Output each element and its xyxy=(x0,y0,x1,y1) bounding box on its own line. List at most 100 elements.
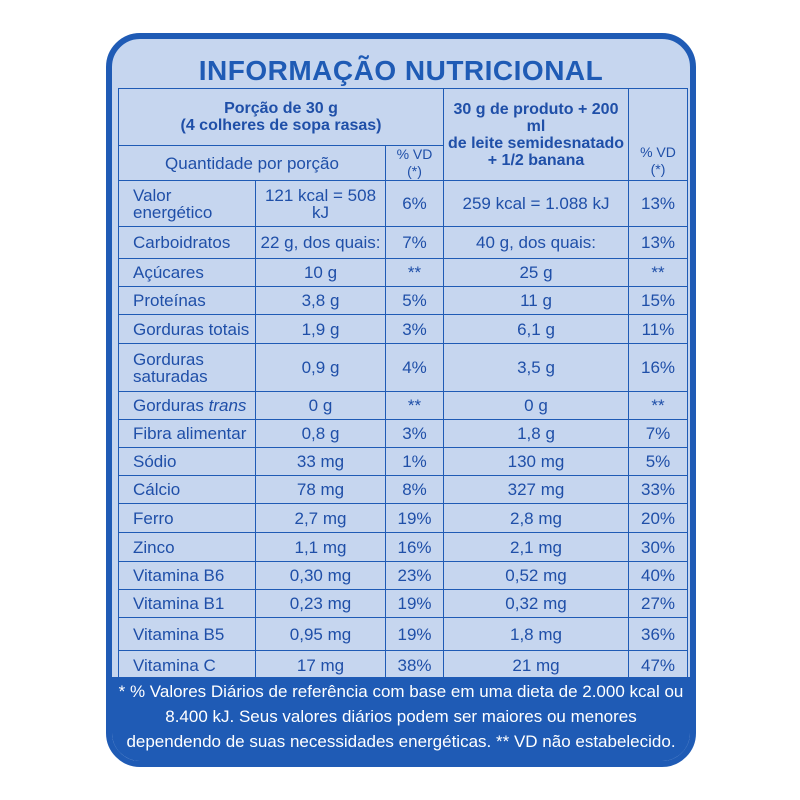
nutrient-cell: Sódio xyxy=(118,447,256,476)
portion-vd-cell: 3% xyxy=(385,419,444,448)
mixed-cell: 11 g xyxy=(443,286,629,315)
nutrient-cell: Açúcares xyxy=(118,258,256,287)
mixed-vd-cell: ** xyxy=(628,391,688,420)
portion-vd-cell: 38% xyxy=(385,650,444,681)
portion-vd-cell: 19% xyxy=(385,617,444,651)
mixed-vd-cell: 36% xyxy=(628,617,688,651)
mixed-vd-cell: 16% xyxy=(628,343,688,392)
nutrient-row: Valor energético 121 kcal = 508 kJ 6% 259 k… xyxy=(118,180,688,227)
nutrient-row: Zinco 1,1 mg 16% 2,1 mg 30% xyxy=(118,532,688,562)
mixed-vd-cell: 5% xyxy=(628,447,688,476)
nutrient-row: Açúcares 10 g ** 25 g ** xyxy=(118,258,688,287)
mixed-cell: 1,8 mg xyxy=(443,617,629,651)
portion-vd-cell: 1% xyxy=(385,447,444,476)
portion-cell: 10 g xyxy=(255,258,386,287)
mixed-cell: 0,32 mg xyxy=(443,589,629,618)
portion-vd-cell: 19% xyxy=(385,589,444,618)
mixed-vd-cell: 40% xyxy=(628,561,688,590)
nutrient-row: Ferro 2,7 mg 19% 2,8 mg 20% xyxy=(118,503,688,533)
portion-cell: 33 mg xyxy=(255,447,386,476)
nutrient-cell: Valor energético xyxy=(118,180,256,227)
portion-cell: 121 kcal = 508 kJ xyxy=(255,180,386,227)
mixed-vd-cell: ** xyxy=(628,258,688,287)
nutrient-name: Açúcares xyxy=(133,263,204,282)
portion-vd-header: % VD (*) xyxy=(385,145,444,181)
nutrient-name: Valor energético xyxy=(133,185,213,222)
nutrient-row: Sódio 33 mg 1% 130 mg 5% xyxy=(118,447,688,476)
header-row: Porção de 30 g (4 colheres de sopa rasas… xyxy=(118,88,688,181)
nutrient-name: Gorduras xyxy=(133,396,204,415)
mixed-cell: 25 g xyxy=(443,258,629,287)
nutrient-name: Sódio xyxy=(133,452,177,471)
mixed-cell: 21 mg xyxy=(443,650,629,681)
mixed-cell: 1,8 g xyxy=(443,419,629,448)
mixed-vd-cell: 13% xyxy=(628,226,688,259)
nutrient-cell: Vitamina B5 xyxy=(118,617,256,651)
mixed-vd-cell: 15% xyxy=(628,286,688,315)
nutrient-name: Gorduras saturadas xyxy=(133,349,208,386)
portion-cell: 3,8 g xyxy=(255,286,386,315)
mixed-cell: 327 mg xyxy=(443,475,629,504)
nutrient-cell: Ferro xyxy=(118,503,256,533)
portion-cell: 78 mg xyxy=(255,475,386,504)
nutrient-cell: Vitamina B1 xyxy=(118,589,256,618)
nutrient-name: Carboidratos xyxy=(133,233,231,252)
nutrient-cell: Vitamina B6 xyxy=(118,561,256,590)
nutrient-name: Ferro xyxy=(133,508,174,528)
portion-vd-cell: 3% xyxy=(385,314,444,344)
header-row: Quantidade por porção % VD (*) xyxy=(118,145,688,181)
mixed-cell: 2,8 mg xyxy=(443,503,629,533)
mixed-cell: 0 g xyxy=(443,391,629,420)
mixed-cell: 40 g, dos quais: xyxy=(443,226,629,259)
nutrient-row: Fibra alimentar 0,8 g 3% 1,8 g 7% xyxy=(118,419,688,448)
portion-vd-cell: 23% xyxy=(385,561,444,590)
nutrient-row: Proteínas 3,8 g 5% 11 g 15% xyxy=(118,286,688,315)
nutrient-name: Vitamina B6 xyxy=(133,566,225,585)
nutrition-table: Porção de 30 g (4 colheres de sopa rasas… xyxy=(118,88,688,681)
portion-cell: 2,7 mg xyxy=(255,503,386,533)
mixed-cell: 130 mg xyxy=(443,447,629,476)
nutrient-cell: Cálcio xyxy=(118,475,256,504)
portion-vd-cell: 6% xyxy=(385,180,444,227)
nutrition-card: INFORMAÇÃO NUTRICIONAL Porção de 30 g (4… xyxy=(106,33,696,767)
nutrient-row: Vitamina C 17 mg 38% 21 mg 47% xyxy=(118,650,688,681)
portion-cell: 0 g xyxy=(255,391,386,420)
portion-cell: 1,1 mg xyxy=(255,532,386,562)
mixed-vd-cell: 20% xyxy=(628,503,688,533)
mixed-vd-cell: 13% xyxy=(628,180,688,227)
mixed-vd-cell: 11% xyxy=(628,314,688,344)
portion-vd-cell: 8% xyxy=(385,475,444,504)
title: INFORMAÇÃO NUTRICIONAL xyxy=(198,55,604,86)
nutrient-cell: Fibra alimentar xyxy=(118,419,256,448)
mixed-vd-cell: 27% xyxy=(628,589,688,618)
nutrient-row: Cálcio 78 mg 8% 327 mg 33% xyxy=(118,475,688,504)
portion-header: Porção de 30 g (4 colheres de sopa rasas… xyxy=(118,88,444,146)
nutrient-name: Vitamina B1 xyxy=(133,594,225,613)
nutrient-row: Vitamina B5 0,95 mg 19% 1,8 mg 36% xyxy=(118,617,688,651)
nutrient-cell: Vitamina C xyxy=(118,650,256,681)
quantity-header: Quantidade por porção xyxy=(118,145,386,181)
mixed-cell: 3,5 g xyxy=(443,343,629,392)
portion-cell: 0,30 mg xyxy=(255,561,386,590)
nutrient-name: Vitamina B5 xyxy=(133,624,225,644)
mixed-cell: 259 kcal = 1.088 kJ xyxy=(443,180,629,227)
nutrient-cell: Proteínas xyxy=(118,286,256,315)
portion-vd-cell: ** xyxy=(385,391,444,420)
mixed-vd-cell: 7% xyxy=(628,419,688,448)
nutrient-row: Gorduras trans 0 g ** 0 g ** xyxy=(118,391,688,420)
nutrient-row: Gorduras totais 1,9 g 3% 6,1 g 11% xyxy=(118,314,688,344)
portion-vd-cell: 4% xyxy=(385,343,444,392)
portion-cell: 1,9 g xyxy=(255,314,386,344)
mixed-vd-header: % VD (*) xyxy=(628,88,688,181)
nutrient-row: Vitamina B1 0,23 mg 19% 0,32 mg 27% xyxy=(118,589,688,618)
mixed-cell: 6,1 g xyxy=(443,314,629,344)
nutrient-name: Vitamina C xyxy=(133,656,216,675)
nutrient-cell: Gorduras trans xyxy=(118,391,256,420)
nutrient-row: Gorduras saturadas 0,9 g 4% 3,5 g 16% xyxy=(118,343,688,392)
nutrient-name-italic: trans xyxy=(208,396,247,415)
portion-cell: 17 mg xyxy=(255,650,386,681)
portion-vd-cell: 19% xyxy=(385,503,444,533)
portion-vd-cell: 16% xyxy=(385,532,444,562)
nutrient-name: Zinco xyxy=(133,537,175,557)
portion-cell: 0,8 g xyxy=(255,419,386,448)
